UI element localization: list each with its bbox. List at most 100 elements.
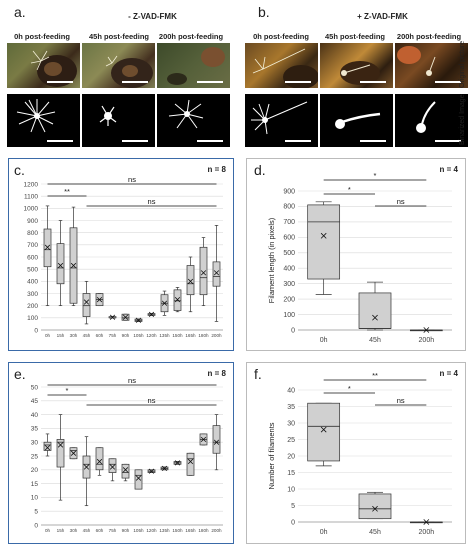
scalebar bbox=[122, 140, 148, 142]
y-tick-label: 400 bbox=[283, 266, 295, 273]
mean-marker bbox=[161, 300, 168, 306]
y-tick-label: 500 bbox=[283, 250, 295, 257]
panel-c: c. n = 8 0 100 200 300 400 500 600 700 800 900 100… bbox=[8, 158, 234, 351]
y-tick-label: 500 bbox=[27, 266, 38, 273]
mean-marker bbox=[96, 458, 103, 465]
mean-marker bbox=[83, 464, 90, 470]
y-tick-label: 25 bbox=[287, 437, 295, 444]
y-tick-label: 15 bbox=[287, 470, 295, 477]
scalebar bbox=[435, 140, 461, 142]
x-tick-label: 150h bbox=[172, 528, 183, 533]
photo-b-45h bbox=[320, 43, 393, 88]
mean-marker bbox=[372, 314, 378, 321]
scalebar bbox=[197, 81, 223, 83]
y-tick-label: 800 bbox=[283, 204, 295, 211]
y-tick-label: 35 bbox=[31, 426, 39, 433]
x-tick-label: 0h bbox=[320, 529, 328, 536]
box bbox=[95, 447, 104, 471]
y-tick-label: 20 bbox=[287, 453, 295, 460]
x-tick-label: 30h bbox=[70, 528, 78, 533]
bin-b-200h bbox=[395, 94, 468, 147]
x-tick-label: 180h bbox=[198, 333, 209, 338]
y-tick-label: 40 bbox=[31, 412, 39, 419]
x-tick-label: 75h bbox=[109, 528, 117, 533]
panel-a-tp-0: 0h post-feeding bbox=[14, 32, 70, 41]
box bbox=[121, 463, 130, 479]
mean-marker bbox=[320, 426, 327, 433]
x-tick-label: 165h bbox=[185, 528, 196, 533]
y-tick-label: 30 bbox=[31, 440, 39, 447]
bin-a-200h bbox=[157, 94, 230, 147]
significance-label: ** bbox=[64, 187, 70, 196]
mean-marker bbox=[148, 468, 155, 474]
y-tick-label: 20 bbox=[31, 467, 39, 474]
significance-label: ns bbox=[128, 175, 136, 184]
scalebar bbox=[197, 140, 223, 142]
bin-b-45h-art bbox=[335, 112, 381, 129]
box bbox=[43, 228, 52, 268]
x-tick-label: 0h bbox=[45, 528, 51, 533]
mean-marker bbox=[96, 296, 103, 303]
panel-d-n: n = 4 bbox=[439, 165, 458, 174]
panel-b-condition: + Z-VAD-FMK bbox=[357, 12, 408, 21]
x-tick-label: 135h bbox=[159, 528, 170, 533]
panel-a-condition: - Z-VAD-FMK bbox=[128, 12, 177, 21]
mean-marker bbox=[148, 311, 155, 318]
box bbox=[307, 402, 341, 462]
y-tick-label: 1100 bbox=[24, 193, 38, 200]
bin-b-0h-art bbox=[251, 101, 308, 135]
panel-b-tp-0: 0h post-feeding bbox=[253, 32, 309, 41]
photo-a-45h-art bbox=[105, 55, 153, 88]
mean-marker bbox=[122, 467, 129, 473]
bin-a-200h-art bbox=[168, 99, 204, 129]
mean-marker bbox=[70, 450, 77, 456]
significance-label: * bbox=[66, 386, 69, 395]
scalebar bbox=[47, 140, 73, 142]
box bbox=[358, 292, 392, 329]
photo-a-45h bbox=[82, 43, 155, 88]
photo-a-0h bbox=[7, 43, 80, 88]
mean-marker bbox=[44, 445, 51, 451]
panel-a-tp-1: 45h post-feeding bbox=[88, 32, 149, 41]
mean-marker bbox=[70, 262, 77, 269]
chart-e: 0 5 10 15 20 25 30 35 40 45 50 0h 15h 30h 45h 60h 75h 90h… bbox=[31, 376, 223, 533]
y-tick-label: 300 bbox=[283, 281, 295, 288]
y-tick-label: 0 bbox=[34, 522, 38, 529]
x-tick-label: 45h bbox=[369, 529, 381, 536]
mean-marker bbox=[187, 458, 194, 465]
panel-c-letter: c. bbox=[14, 162, 25, 178]
x-tick-label: 180h bbox=[198, 528, 209, 533]
y-tick-label: 800 bbox=[27, 230, 38, 237]
mean-marker bbox=[320, 232, 327, 239]
row-label-binarized: Binarized Image bbox=[459, 94, 466, 145]
y-tick-label: 0 bbox=[34, 327, 38, 334]
significance-label: * bbox=[374, 171, 377, 180]
photo-b-200h-art bbox=[397, 46, 436, 76]
bin-b-0h bbox=[245, 94, 318, 147]
row-label-original: Original picture bbox=[459, 40, 466, 88]
panel-e: e. n = 8 0 5 10 15 20 25 30 35 40 45 50 0h 15h 30h 45h… bbox=[8, 362, 234, 544]
x-tick-label: 90h bbox=[122, 528, 130, 533]
x-tick-label: 90h bbox=[122, 333, 130, 338]
x-tick-label: 60h bbox=[96, 333, 104, 338]
y-tick-label: 45 bbox=[31, 398, 39, 405]
y-tick-label: 900 bbox=[27, 218, 38, 225]
y-tick-label: 300 bbox=[27, 291, 38, 298]
mean-marker bbox=[174, 460, 181, 466]
x-tick-label: 15h bbox=[57, 528, 65, 533]
mean-marker bbox=[187, 278, 194, 284]
y-tick-label: 0 bbox=[291, 519, 295, 526]
box bbox=[43, 441, 52, 451]
scalebar bbox=[360, 140, 386, 142]
y-tick-label: 1000 bbox=[24, 206, 39, 213]
y-tick-label: 50 bbox=[31, 384, 39, 391]
significance-label: ns bbox=[397, 197, 405, 206]
x-tick-label: 30h bbox=[70, 333, 78, 338]
mean-marker bbox=[423, 327, 430, 333]
mean-marker bbox=[44, 244, 51, 250]
y-axis-label: Filament length (in pixels) bbox=[267, 217, 276, 303]
significance-label: ns bbox=[148, 197, 156, 206]
mean-marker bbox=[109, 314, 116, 320]
y-axis-label: Number of filaments bbox=[267, 422, 276, 489]
y-tick-label: 30 bbox=[287, 420, 295, 427]
